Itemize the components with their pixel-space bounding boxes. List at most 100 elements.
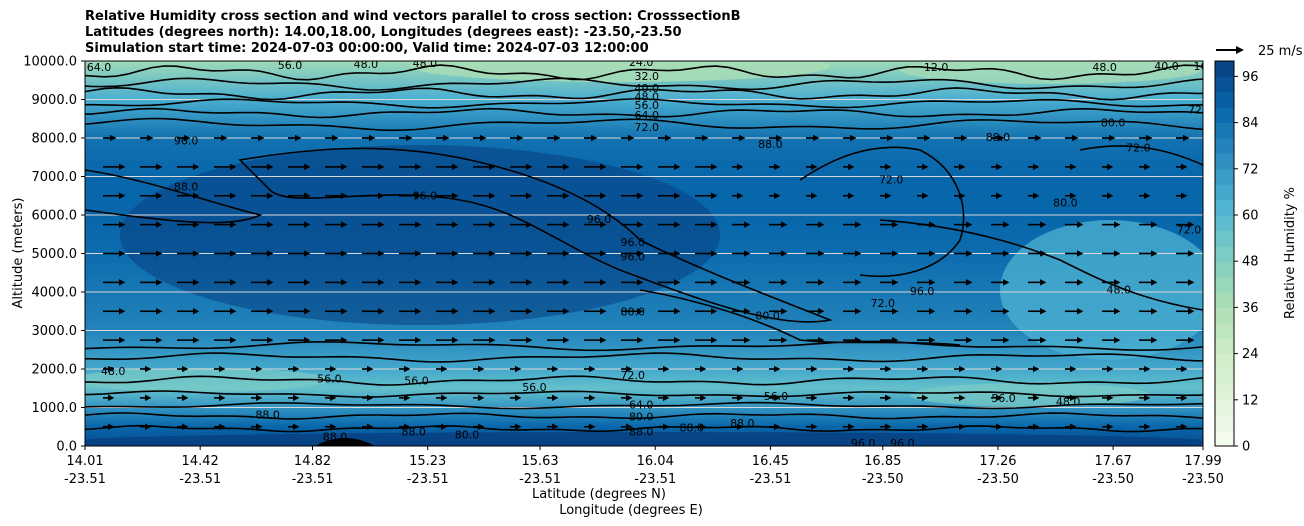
contour-line [85,86,1203,101]
colorbar-band [1215,245,1234,262]
contour-label: 48.0 [413,57,438,70]
chart-title: Relative Humidity cross section and wind… [85,9,741,57]
contour-label: 80.0 [629,410,654,423]
colorbar-band [1215,230,1234,247]
y-axis-label: Altitude (meters) [11,198,26,309]
x-tick-label-lon: -23.51 [519,472,561,487]
x-tick-label-lat: 14.42 [182,454,219,469]
colorbar-band [1215,91,1234,108]
colorbar-band [1215,415,1234,432]
colorbar-tick-label: 24 [1242,347,1259,362]
x-tick-label-lat: 17.99 [1184,454,1221,469]
y-tick-label: 0.0 [56,440,77,455]
contour-label: 40.0 [1154,60,1179,73]
contour-label: 88.0 [323,430,348,443]
colorbar-band [1215,322,1234,339]
contour-label: 72.0 [871,297,896,310]
x-tick-label-lon: -23.51 [749,472,791,487]
colorbar-tick-label: 48 [1242,255,1259,270]
contour-line [85,412,1203,420]
contour-label: 48.0 [101,365,126,378]
x-tick-label-lon: -23.51 [179,472,221,487]
contour-label: 64.0 [87,61,112,74]
colorbar: 0 12 24 36 48 60 72 84 96 Relative Humidity % [1214,60,1298,455]
contour-line [879,219,1203,311]
colorbar-tick-label: 96 [1242,70,1259,85]
contour-label: 96.0 [910,285,935,298]
plot-area: 64.0 56.0 48.0 48.0 24.032.040.048.056.064.0… [85,57,1213,450]
contour-label: 80.0 [455,428,480,441]
colorbar-band [1215,430,1234,447]
colorbar-band [1215,76,1234,93]
x-axis-label-longitude: Longitude (degrees E) [559,503,703,518]
colorbar-band [1215,184,1234,201]
y-tick-label: 6000.0 [32,209,78,224]
x-tick-label-lat: 14.01 [66,454,103,469]
colorbar-band [1215,384,1234,401]
contour-line [799,146,965,278]
contour-label: 32.0 [635,70,660,83]
contour-label: 96.0 [621,236,646,249]
colorbar-ticks: 0 12 24 36 48 60 72 84 96 [1234,70,1259,455]
y-tick-label: 10000.0 [23,55,77,70]
quiver-key: 25 m/s [1216,44,1303,59]
x-tick-label-lat: 16.85 [864,454,901,469]
colorbar-band [1215,292,1234,308]
colorbar-tick-label: 72 [1242,162,1259,177]
colorbar-tick-label: 12 [1242,393,1259,408]
contour-label: 56.0 [635,99,660,112]
contour-label: 72.0 [1188,104,1213,117]
contour-label: 96.0 [413,189,438,202]
colorbar-label: Relative Humidity % [1283,187,1298,319]
contour-label: 56.0 [522,381,547,394]
contour-line [85,424,1203,433]
contour-label: 96.0 [621,251,646,264]
contour-line [85,64,1203,81]
contour-line [85,107,1203,119]
contour-label: 48.0 [354,58,379,71]
colorbar-band [1215,261,1234,278]
colorbar-frame [1214,60,1235,447]
colorbar-band [1215,122,1234,139]
contour-label: 72.0 [1126,142,1151,155]
contour-label: 88.0 [629,425,654,438]
x-tick-label-lon: -23.50 [977,472,1019,487]
x-axis: 14.01 -23.51 14.42 -23.51 14.82 -23.51 15.23 -2… [64,446,1224,487]
contour-label: 48.0 [1092,61,1117,74]
contour-line [85,77,1203,91]
contour-label: 96.0 [587,213,612,226]
contour-lines [85,64,1203,433]
contour-label: 88.0 [758,138,783,151]
colorbar-band [1215,138,1234,154]
x-tick-label-lon: -23.51 [292,472,334,487]
x-tick-label-lon: -23.51 [634,472,676,487]
y-tick-label: 3000.0 [32,324,78,339]
y-tick-label: 8000.0 [32,132,78,147]
contour-labels: 64.0 56.0 48.0 48.0 24.032.040.048.056.064.0… [87,57,1213,450]
contour-line [85,375,1203,386]
colorbar-band [1215,199,1234,216]
colorbar-band [1215,399,1234,416]
contour-label: 80.0 [755,309,780,322]
contour-label: 80.0 [1053,197,1078,210]
x-tick-label-lat: 17.67 [1095,454,1132,469]
contour-label: 96.0 [890,437,915,450]
colorbar-band [1215,276,1234,293]
x-tick-label-lon: -23.50 [862,472,904,487]
y-axis: 0.0 1000.0 2000.0 3000.0 4000.0 5000.0 6000.0 7… [23,55,85,455]
x-tick-label-lat: 16.45 [752,454,789,469]
x-tick-label-lon: -23.50 [1182,472,1224,487]
contour-line [1079,145,1203,166]
colorbar-band [1215,107,1234,124]
contour-label: 56.0 [404,375,429,388]
contour-line [85,352,1203,363]
contour-line [238,147,833,323]
contour-label: 80.0 [621,306,646,319]
terrain [315,438,375,446]
colorbar-tick-label: 36 [1242,301,1259,316]
chart-title-line-3: Simulation start time: 2024-07-03 00:00:… [85,41,649,56]
contour-label: 72.0 [1177,224,1202,237]
contour-label: 72.0 [621,369,646,382]
colorbar-band [1215,338,1234,355]
